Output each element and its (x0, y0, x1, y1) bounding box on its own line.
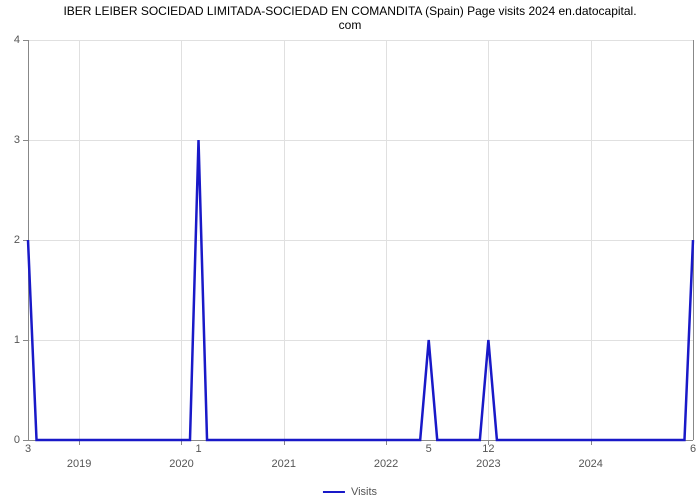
y-tick-label: 2 (14, 234, 20, 246)
y-tick-label: 4 (14, 34, 20, 46)
x-tick-label: 2023 (476, 458, 500, 470)
line-series (28, 40, 693, 440)
y-tick-label: 3 (14, 134, 20, 146)
title-line1: IBER LEIBER SOCIEDAD LIMITADA-SOCIEDAD E… (63, 4, 636, 18)
chart-plot-area: 01234201920202021202220232024315126 (28, 40, 693, 440)
x-tick-label: 2022 (374, 458, 398, 470)
y-tick-label: 1 (14, 334, 20, 346)
axis-right (693, 40, 694, 440)
secondary-x-label: 3 (25, 443, 31, 455)
chart-title: IBER LEIBER SOCIEDAD LIMITADA-SOCIEDAD E… (0, 4, 700, 33)
x-tick-label: 2020 (169, 458, 193, 470)
title-line2: com (339, 18, 362, 32)
x-tick-label: 2021 (272, 458, 296, 470)
secondary-x-label: 6 (690, 443, 696, 455)
secondary-x-label: 12 (482, 443, 494, 455)
x-tick-label: 2019 (67, 458, 91, 470)
y-tick-label: 0 (14, 434, 20, 446)
secondary-x-label: 1 (195, 443, 201, 455)
legend-swatch (323, 491, 345, 494)
chart-legend: Visits (323, 486, 377, 498)
secondary-x-label: 5 (426, 443, 432, 455)
x-tick-label: 2024 (578, 458, 602, 470)
legend-label: Visits (351, 486, 377, 498)
